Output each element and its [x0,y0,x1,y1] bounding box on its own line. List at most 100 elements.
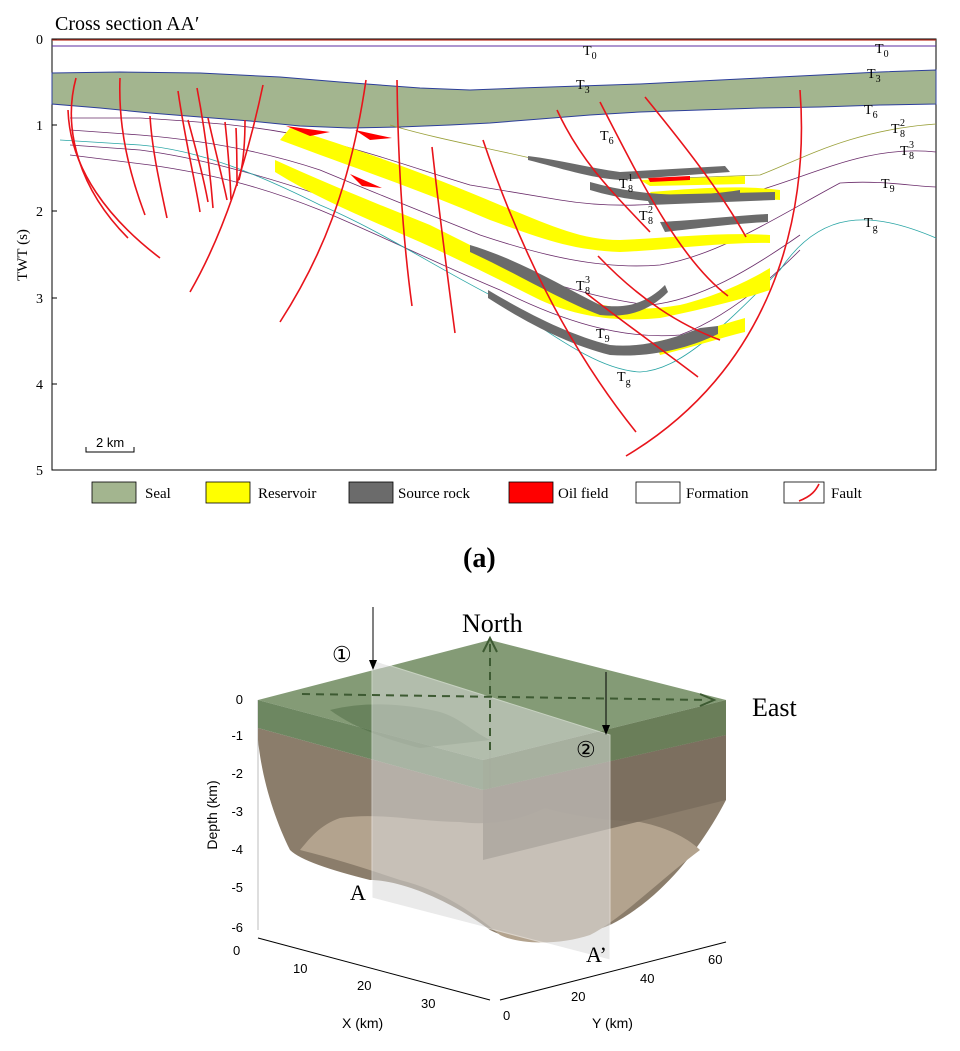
scale-bar-line [85,447,135,453]
y-tick-label: 4 [36,378,43,393]
horizon-line [59,139,937,373]
fault-legend-icon [798,483,820,502]
x-tick-label: 20 [357,978,371,993]
north-arrowhead [482,635,498,653]
reservoir-layer [275,160,770,320]
reservoir-layer [640,176,745,186]
scale-bar-label: 2 km [96,435,124,450]
horizon-label: T [619,177,628,192]
horizon-line [69,129,937,267]
horizon-label: T6 [864,103,878,121]
north-label: North [462,609,523,638]
horizon-line [70,117,937,206]
section-end-a-prime: A’ [586,942,607,967]
y-tick-label: 20 [571,989,585,1004]
horizon-label-sup: 3 [909,140,914,151]
marker-1-arrowhead [369,660,377,670]
depth-axis: 0 -1 -2 -3 -4 -5 -6 Depth (km) [204,692,243,935]
cross-section-plane [371,659,611,961]
horizon-label: T [900,144,909,159]
legend-label: Fault [831,486,863,502]
source-rock-layer [645,192,775,205]
horizon-label-sup: 3 [585,275,590,286]
horizon-label: T9 [596,327,610,345]
oil-field [286,126,330,136]
fault [67,109,161,259]
panel-label-a: (a) [463,543,496,574]
x-tick-label: 10 [293,961,307,976]
x-axis-line [257,937,491,1001]
legend-swatch-fault [783,481,825,504]
y-tick-label: 60 [708,952,722,967]
horizon-label: T0 [583,44,597,62]
scale-bar: 2 km [85,435,135,453]
faults [67,77,803,457]
legend-swatch-seal [91,481,137,504]
east-label: East [752,693,798,722]
x-tick-label: 0 [233,943,240,958]
horizon-label-sup: 2 [900,118,905,129]
x-axis-label: X (km) [342,1015,383,1031]
legend-label: Reservoir [258,486,316,502]
reservoir-layer [280,128,770,252]
fault [482,139,637,433]
fault [224,121,232,201]
y-axis: 0 1 2 3 4 5 TWT (s) [15,33,57,479]
legend-swatch-source-rock [348,481,394,504]
horizon-label-sub: 8 [628,184,633,195]
horizon-label-sup: 2 [648,205,653,216]
horizon-label-sub: 8 [585,286,590,297]
y-tick-label: 5 [36,464,43,479]
horizon-label: T [891,122,900,137]
fault [279,79,367,323]
horizon-label: Tg [864,216,878,234]
y-tick-label: 0 [503,1008,510,1023]
source-rock-layer [528,156,730,180]
depth-tick-label: -3 [231,804,243,819]
source-rock-layer [660,214,768,232]
fault [556,109,651,233]
horizon-labels: T0 T0 T3 T3 T6 T6 T 2 8 T 3 8 T 1 8 T 2 … [576,42,914,388]
marker-1: ① [332,642,352,667]
depth-tick-label: -4 [231,842,243,857]
oil-field [350,174,382,188]
fault [196,87,214,209]
fault [431,146,456,334]
marker-2: ② [576,737,596,762]
y-tick-label: 1 [36,119,43,134]
fault [207,117,228,201]
depth-tick-label: -5 [231,880,243,895]
depth-tick-label: 0 [236,692,243,707]
legend-label: Formation [686,486,749,502]
depth-tick-label: -1 [231,728,243,743]
fault [597,255,721,341]
depth-tick-label: -6 [231,920,243,935]
horizon-label: T3 [576,78,590,96]
horizon-label-sup: 1 [628,173,633,184]
fault [177,90,201,213]
legend-swatch-oil-field [508,481,554,504]
legend-swatch-formation [635,481,681,504]
depth-tick-label: -2 [231,766,243,781]
y-tick-label: 0 [36,33,43,48]
horizon-label: T [639,209,648,224]
y-tick-label: 3 [36,292,43,307]
horizon-line [69,154,801,337]
fault [118,77,146,216]
panel-b-3d-block: North East ① ② A A’ 0 -1 -2 -3 -4 -5 -6 … [204,607,798,1031]
legend-label: Source rock [398,486,471,502]
source-rock-layer [470,245,668,316]
oil-field [355,130,392,140]
legend-swatch-reservoir [205,481,251,504]
legend: Seal Reservoir Source rock Oil field For… [91,481,863,504]
y-axis-label-3d: Y (km) [592,1015,633,1031]
panel-a-cross-section: 0 1 2 3 4 5 TWT (s) Cross section AA′ T0… [15,13,937,574]
y-tick-label: 2 [36,205,43,220]
fault [599,101,729,297]
legend-label: Seal [145,486,171,502]
seal-layer [51,69,937,129]
east-arrowhead [699,693,717,707]
horizon-label-sub: 8 [909,151,914,162]
y-axis-3d: 0 20 40 60 Y (km) [503,952,722,1031]
